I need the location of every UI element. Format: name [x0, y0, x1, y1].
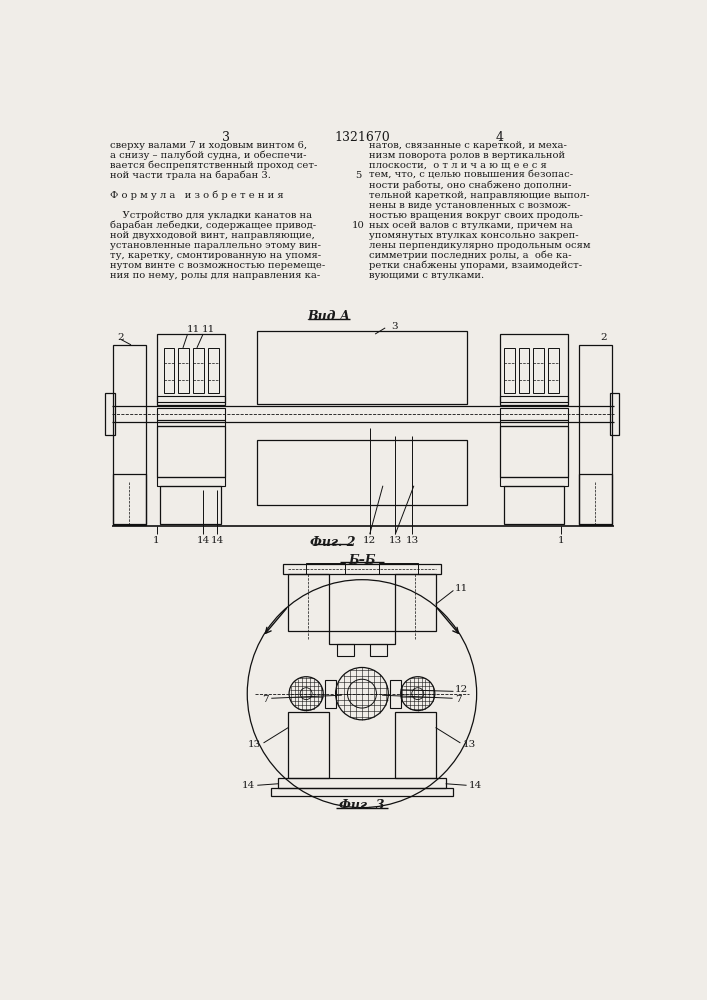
Text: 14: 14	[197, 536, 210, 545]
Bar	[325, 680, 336, 708]
Bar	[500, 420, 568, 426]
Bar	[208, 348, 218, 393]
Text: 13: 13	[248, 740, 261, 749]
Text: установленные параллельно этому вин-: установленные параллельно этому вин-	[110, 241, 321, 250]
Bar	[283, 564, 441, 574]
Text: натов, связанные с кареткой, и меха-: натов, связанные с кареткой, и меха-	[369, 141, 567, 150]
Bar	[279, 778, 445, 788]
Bar	[500, 396, 568, 402]
Text: 7: 7	[455, 695, 462, 704]
Text: Ф о р м у л а   и з о б р е т е н и я: Ф о р м у л а и з о б р е т е н и я	[110, 191, 284, 200]
Text: сверху валами 7 и ходовым винтом 6,: сверху валами 7 и ходовым винтом 6,	[110, 141, 308, 150]
Bar	[504, 348, 515, 393]
Bar	[395, 712, 436, 778]
Text: 14: 14	[211, 536, 223, 545]
Text: ния по нему, ролы для направления ка-: ния по нему, ролы для направления ка-	[110, 271, 320, 280]
Text: тем, что, с целью повышения безопас-: тем, что, с целью повышения безопас-	[369, 171, 573, 180]
Text: упомянутых втулках консольно закреп-: упомянутых втулках консольно закреп-	[369, 231, 578, 240]
Bar	[163, 348, 175, 393]
Text: нутом винте с возможностью перемеще-: нутом винте с возможностью перемеще-	[110, 261, 325, 270]
Bar	[329, 631, 395, 644]
Text: ретки снабжены упорами, взаимодейст-: ретки снабжены упорами, взаимодейст-	[369, 261, 582, 270]
Text: 1: 1	[153, 536, 160, 545]
Bar	[113, 474, 146, 524]
Bar	[193, 348, 204, 393]
Text: 13: 13	[406, 536, 419, 545]
Text: ту, каретку, смонтированную на упомя-: ту, каретку, смонтированную на упомя-	[110, 251, 321, 260]
Text: Фиг. 2: Фиг. 2	[310, 536, 355, 549]
Bar	[156, 334, 225, 405]
Text: вующими с втулками.: вующими с втулками.	[369, 271, 484, 280]
Text: тельной кареткой, направляющие выпол-: тельной кареткой, направляющие выпол-	[369, 191, 590, 200]
Text: 14: 14	[242, 781, 255, 790]
Text: 10: 10	[351, 221, 365, 230]
Bar	[257, 331, 467, 404]
Bar	[500, 334, 568, 405]
Bar	[390, 680, 401, 708]
Bar	[579, 345, 612, 525]
Bar	[288, 574, 329, 631]
Text: 2: 2	[117, 333, 124, 342]
Bar	[500, 426, 568, 477]
Text: 13: 13	[389, 536, 402, 545]
Text: 4: 4	[495, 131, 503, 144]
Text: 14: 14	[469, 781, 482, 790]
Text: ной двухходовой винт, направляющие,: ной двухходовой винт, направляющие,	[110, 231, 315, 240]
Text: 11: 11	[455, 584, 468, 593]
Text: 3: 3	[221, 131, 230, 144]
Bar	[288, 712, 329, 778]
Bar	[395, 574, 436, 631]
Bar	[610, 393, 619, 435]
Bar	[156, 420, 225, 426]
Text: ностью вращения вокруг своих продоль-: ностью вращения вокруг своих продоль-	[369, 211, 583, 220]
Text: 11: 11	[187, 325, 199, 334]
Text: 1321670: 1321670	[334, 131, 390, 144]
Text: барабан лебедки, содержащее привод-: барабан лебедки, содержащее привод-	[110, 221, 316, 230]
Text: 13: 13	[462, 740, 476, 749]
Bar	[113, 345, 146, 525]
Text: Устройство для укладки канатов на: Устройство для укладки канатов на	[110, 211, 312, 220]
Text: плоскости,  о т л и ч а ю щ е е с я: плоскости, о т л и ч а ю щ е е с я	[369, 161, 547, 170]
Bar	[533, 348, 544, 393]
Bar	[156, 477, 225, 486]
Bar	[379, 563, 418, 574]
Text: вается беспрепятственный проход сет-: вается беспрепятственный проход сет-	[110, 161, 317, 170]
Bar	[500, 408, 568, 420]
Bar	[337, 644, 354, 656]
Text: ных осей валов с втулками, причем на: ных осей валов с втулками, причем на	[369, 221, 573, 230]
Bar	[500, 477, 568, 486]
Text: нены в виде установленных с возмож-: нены в виде установленных с возмож-	[369, 201, 571, 210]
Bar	[518, 348, 530, 393]
Text: 11: 11	[202, 325, 215, 334]
Text: 2: 2	[600, 333, 607, 342]
Text: 5: 5	[355, 171, 361, 180]
Text: лены перпендикулярно продольным осям: лены перпендикулярно продольным осям	[369, 241, 590, 250]
Bar	[504, 486, 564, 524]
Text: 12: 12	[363, 536, 376, 545]
Bar	[105, 393, 115, 435]
Text: 7: 7	[262, 695, 269, 704]
Text: симметрии последних ролы, а  обе ка-: симметрии последних ролы, а обе ка-	[369, 251, 571, 260]
Text: Фиг. 3: Фиг. 3	[339, 799, 385, 812]
Bar	[257, 440, 467, 505]
Text: 1: 1	[558, 536, 564, 545]
Text: 3: 3	[391, 322, 398, 331]
Text: низм поворота ролов в вертикальной: низм поворота ролов в вертикальной	[369, 151, 565, 160]
Text: а снизу – палубой судна, и обеспечи-: а снизу – палубой судна, и обеспечи-	[110, 151, 307, 160]
Bar	[178, 348, 189, 393]
Bar	[370, 644, 387, 656]
Bar	[156, 408, 225, 420]
Bar	[271, 788, 453, 796]
Text: ной части трала на барабан 3.: ной части трала на барабан 3.	[110, 171, 271, 180]
Text: 12: 12	[455, 685, 468, 694]
Text: ности работы, оно снабжено дополни-: ности работы, оно снабжено дополни-	[369, 181, 571, 190]
Bar	[156, 426, 225, 477]
Bar	[156, 396, 225, 402]
Bar	[160, 486, 221, 524]
Text: Б–Б: Б–Б	[349, 554, 375, 567]
Text: Вид А: Вид А	[307, 310, 350, 323]
Bar	[548, 348, 559, 393]
Bar	[306, 563, 345, 574]
Bar	[579, 474, 612, 524]
